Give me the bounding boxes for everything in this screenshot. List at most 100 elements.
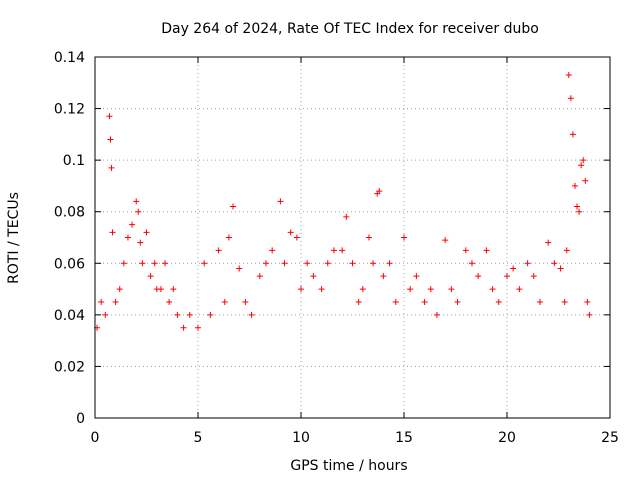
- data-point: [174, 311, 181, 318]
- data-point: [195, 324, 201, 331]
- data-point: [582, 177, 589, 184]
- chart-title: Day 264 of 2024, Rate Of TEC Index for r…: [161, 21, 539, 37]
- data-point: [483, 247, 490, 254]
- data-point: [298, 286, 304, 293]
- data-point: [151, 260, 158, 267]
- data-point: [468, 260, 475, 267]
- data-point: [524, 260, 531, 267]
- data-point: [475, 273, 482, 280]
- data-point: [421, 298, 428, 305]
- data-point: [536, 298, 543, 305]
- data-point: [139, 260, 146, 267]
- data-point: [462, 247, 469, 254]
- data-point: [248, 311, 255, 318]
- data-point: [392, 298, 399, 305]
- data-point: [157, 286, 164, 293]
- data-point: [563, 247, 570, 254]
- data-point: [401, 234, 407, 241]
- x-axis-label: GPS time / hours: [290, 458, 407, 474]
- data-point: [269, 247, 276, 254]
- data-point: [561, 298, 568, 305]
- data-point: [370, 260, 377, 267]
- y-tick-label: 0.04: [54, 308, 85, 324]
- data-point: [124, 234, 131, 241]
- data-point: [413, 273, 420, 280]
- data-points: [94, 72, 593, 331]
- data-point: [287, 229, 294, 236]
- data-point: [170, 286, 177, 293]
- data-point: [133, 198, 140, 205]
- data-point: [108, 164, 115, 171]
- x-tick-label: 25: [601, 430, 619, 446]
- y-axis-ticks: 0 0.02 0.04 0.06 0.08 0.1 0.12 0.14: [54, 50, 610, 427]
- x-tick-label: 15: [395, 430, 413, 446]
- data-point: [109, 229, 116, 236]
- data-point: [318, 286, 325, 293]
- data-point: [98, 298, 105, 305]
- x-axis-ticks: 0 5 10 15 20 25: [91, 57, 619, 446]
- data-point: [433, 311, 440, 318]
- data-point: [545, 239, 552, 246]
- data-point: [207, 311, 214, 318]
- data-point: [304, 260, 311, 267]
- data-point: [586, 311, 593, 318]
- data-point: [442, 237, 449, 244]
- data-point: [557, 265, 564, 272]
- data-point: [574, 203, 581, 210]
- data-point: [355, 298, 362, 305]
- data-point: [112, 298, 119, 305]
- y-tick-label: 0: [76, 411, 85, 427]
- data-point: [504, 273, 510, 280]
- y-tick-label: 0.08: [54, 205, 85, 221]
- data-point: [454, 298, 461, 305]
- data-point: [221, 298, 228, 305]
- data-point: [324, 260, 331, 267]
- data-point: [120, 260, 127, 267]
- data-point: [277, 198, 284, 205]
- data-point: [567, 95, 574, 102]
- data-point: [516, 286, 523, 293]
- data-point: [201, 260, 208, 267]
- data-point: [380, 273, 387, 280]
- data-point: [495, 298, 502, 305]
- data-point: [339, 247, 346, 254]
- data-point: [162, 260, 169, 267]
- y-tick-label: 0.12: [54, 102, 85, 118]
- x-tick-label: 0: [91, 430, 100, 446]
- data-point: [166, 298, 173, 305]
- x-tick-label: 20: [498, 430, 516, 446]
- data-point: [359, 286, 366, 293]
- data-point: [281, 260, 288, 267]
- data-point: [427, 286, 434, 293]
- data-point: [135, 208, 142, 215]
- x-tick-label: 5: [194, 430, 203, 446]
- data-point: [180, 324, 187, 331]
- data-point: [262, 260, 269, 267]
- data-point: [365, 234, 372, 241]
- data-point: [578, 162, 585, 169]
- data-point: [448, 286, 455, 293]
- data-point: [186, 311, 193, 318]
- data-point: [215, 247, 222, 254]
- data-point: [230, 203, 237, 210]
- y-axis-label: ROTI / TECUs: [6, 192, 22, 284]
- data-point: [343, 213, 350, 220]
- y-tick-label: 0.06: [54, 256, 85, 272]
- y-tick-label: 0.02: [54, 359, 85, 375]
- data-point: [107, 136, 114, 143]
- x-tick-label: 10: [292, 430, 310, 446]
- data-point: [310, 273, 317, 280]
- data-point: [569, 131, 576, 138]
- data-point: [102, 311, 109, 318]
- data-point: [571, 182, 578, 189]
- data-point: [386, 260, 393, 267]
- data-point: [116, 286, 123, 293]
- data-point: [407, 286, 414, 293]
- grid-lines: [95, 57, 610, 418]
- data-point: [576, 208, 583, 215]
- data-point: [225, 234, 232, 241]
- data-point: [106, 113, 113, 120]
- data-point: [330, 247, 337, 254]
- data-point: [551, 260, 558, 267]
